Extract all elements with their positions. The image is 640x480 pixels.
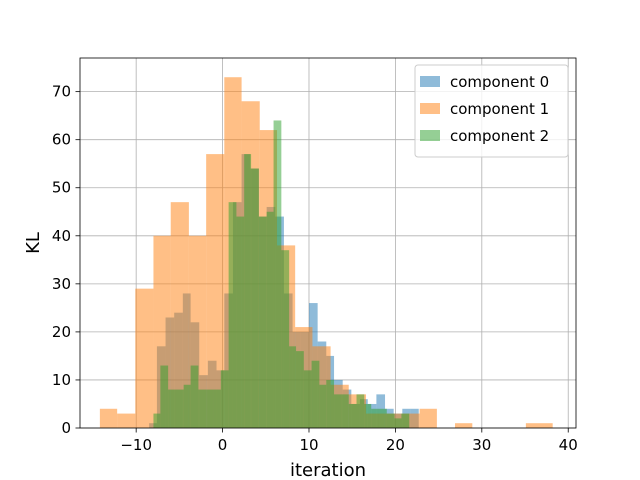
histogram-bar	[228, 202, 237, 428]
histogram-bar	[394, 418, 402, 428]
histogram-bar	[334, 394, 342, 428]
y-tick-label: 20	[52, 323, 71, 341]
x-tick-label: 0	[218, 436, 228, 454]
histogram-bar	[170, 202, 189, 428]
histogram-bar	[135, 288, 154, 428]
histogram-bar	[236, 216, 245, 428]
y-tick-label: 10	[52, 371, 71, 389]
histogram-bar	[386, 413, 395, 428]
histogram-bar	[99, 408, 118, 428]
x-tick-label: 10	[299, 436, 318, 454]
x-axis-label: iteration	[290, 460, 366, 480]
histogram-bar	[289, 346, 297, 428]
y-tick-label: 30	[52, 275, 71, 293]
histogram-bar	[326, 379, 335, 428]
y-axis-label: KL	[23, 232, 44, 254]
histogram-bar	[364, 403, 372, 428]
histogram-bar	[303, 370, 312, 428]
histogram-bar	[371, 408, 379, 428]
series-2-bars	[153, 120, 410, 429]
histogram-bar	[348, 403, 357, 428]
histogram-bar	[183, 384, 191, 428]
histogram-bar	[525, 423, 545, 428]
legend-label: component 2	[450, 127, 549, 145]
y-tick-label: 40	[52, 227, 71, 245]
histogram-bar	[175, 389, 184, 428]
histogram-bar	[153, 413, 161, 428]
legend-label: component 0	[450, 73, 549, 91]
histogram-bar	[117, 413, 136, 428]
histogram-bar	[198, 389, 207, 428]
histogram-bar	[160, 365, 169, 428]
y-tick-label: 0	[61, 419, 71, 437]
axis-ticks: −10 0 10 20 30 40 0 10 20 30 40 50 60 70	[52, 83, 578, 454]
histogram-bar	[206, 389, 214, 428]
histogram-bar	[258, 216, 267, 428]
histogram-bar	[319, 384, 327, 428]
histogram-bar	[455, 423, 473, 428]
histogram-bar	[544, 423, 553, 428]
histogram-bar	[401, 413, 410, 428]
histogram-bar	[311, 360, 320, 428]
histogram-bar	[341, 394, 349, 428]
legend-swatch	[420, 103, 440, 114]
x-tick-label: −10	[120, 436, 152, 454]
histogram-bar	[213, 389, 221, 428]
histogram-bar	[296, 351, 304, 428]
histogram-bar	[190, 365, 199, 428]
histogram-bar	[266, 211, 274, 428]
legend-box	[414, 64, 569, 158]
histogram-bar	[378, 408, 387, 428]
plot-area-frame	[79, 57, 577, 429]
histogram-bars	[99, 77, 553, 429]
histogram-bar	[251, 168, 259, 429]
y-tick-label: 50	[52, 179, 71, 197]
y-tick-label: 70	[52, 83, 71, 101]
legend-swatch	[420, 76, 440, 87]
histogram-bar	[419, 408, 437, 428]
histogram-bar	[244, 154, 252, 429]
legend: component 0 component 1 component 2	[414, 64, 569, 158]
x-tick-label: 30	[472, 436, 491, 454]
histogram-bar	[356, 394, 365, 428]
legend-swatch	[420, 130, 440, 141]
histogram-bar	[168, 389, 176, 428]
histogram-bar	[273, 120, 282, 428]
histogram-bar	[281, 250, 290, 428]
x-tick-label: 40	[559, 436, 578, 454]
legend-label: component 1	[450, 100, 549, 118]
x-tick-label: 20	[386, 436, 405, 454]
histogram-bar	[220, 370, 229, 428]
y-tick-label: 60	[52, 131, 71, 149]
histogram-bar	[206, 154, 225, 429]
